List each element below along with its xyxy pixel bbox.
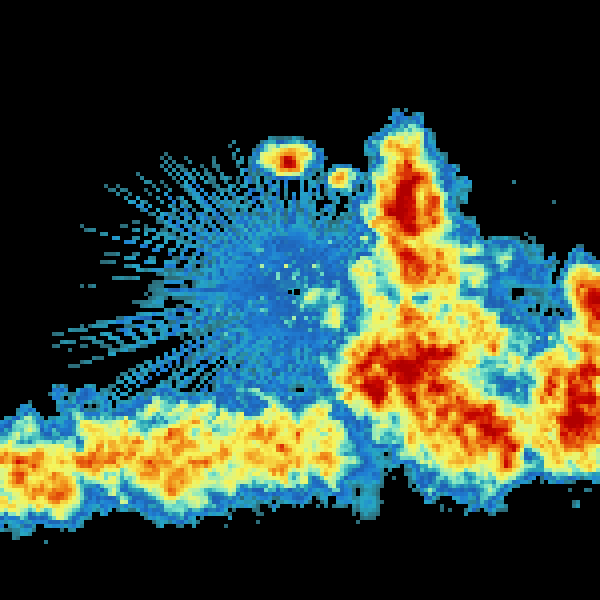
radar-image-panel: base reflectivity composite reflectivity… <box>0 0 600 600</box>
radar-reflectivity-canvas[interactable] <box>0 0 600 600</box>
